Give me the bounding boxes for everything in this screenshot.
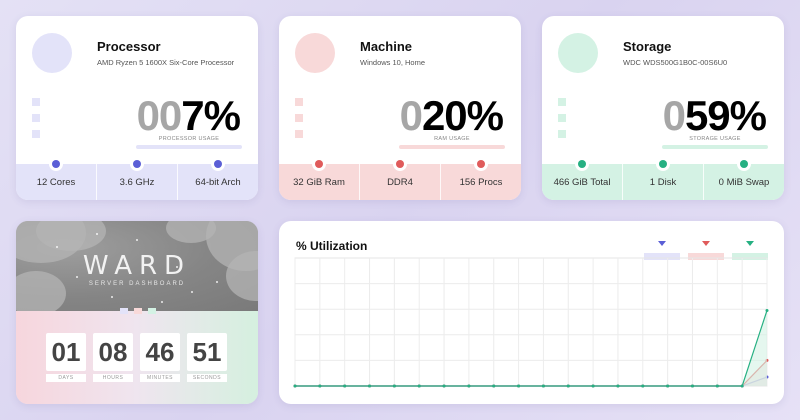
data-point-storage bbox=[318, 384, 322, 388]
data-point-storage bbox=[765, 308, 769, 312]
processor-header: Processor AMD Ryzen 5 1600X Six-Core Pro… bbox=[32, 33, 234, 73]
series-line-machine bbox=[295, 359, 768, 387]
machine-title: Machine bbox=[360, 39, 413, 54]
data-point-storage bbox=[343, 384, 347, 388]
data-point-storage bbox=[392, 384, 396, 388]
processor-footer-item: 12 Cores bbox=[16, 157, 96, 200]
data-point-storage bbox=[517, 384, 521, 388]
ward-logo-subtitle: SERVER DASHBOARD bbox=[88, 281, 186, 287]
series-line-storage bbox=[295, 310, 768, 387]
storage-footer-item: 1 Disk bbox=[622, 157, 703, 200]
processor-footer: 12 Cores 3.6 GHz 64-bit Arch bbox=[16, 157, 258, 200]
processor-footer-item: 64-bit Arch bbox=[177, 157, 258, 200]
machine-usage-bar bbox=[399, 145, 505, 149]
data-point-storage bbox=[442, 384, 446, 388]
processor-footer-item: 3.6 GHz bbox=[96, 157, 177, 200]
series-line-processor bbox=[295, 376, 768, 387]
data-point-storage bbox=[368, 384, 372, 388]
machine-header: Machine Windows 10, Home bbox=[295, 33, 425, 73]
legend-storage[interactable] bbox=[732, 233, 768, 260]
triangle-down-icon bbox=[658, 241, 666, 246]
timer-hours: 08 HOURS bbox=[93, 333, 133, 382]
timer-minutes: 46 MINUTES bbox=[140, 333, 180, 382]
storage-footer-item: 0 MiB Swap bbox=[703, 157, 784, 200]
machine-usage-label: RAM USAGE bbox=[434, 136, 470, 142]
data-point-storage bbox=[641, 384, 645, 388]
storage-dots bbox=[558, 98, 566, 146]
machine-footer-item: 32 GiB Ram bbox=[279, 157, 359, 200]
processor-dots bbox=[32, 98, 40, 146]
storage-usage-value: 059% bbox=[662, 92, 767, 139]
machine-dots bbox=[295, 98, 303, 146]
triangle-down-icon bbox=[746, 241, 754, 246]
data-point-storage bbox=[715, 384, 719, 388]
data-point-storage bbox=[293, 384, 297, 388]
processor-title: Processor bbox=[97, 39, 161, 54]
machine-subtitle: Windows 10, Home bbox=[360, 58, 426, 67]
ward-color-marks bbox=[120, 308, 162, 314]
ward-card: WARD SERVER DASHBOARD 01 DAYS 08 HOURS 4… bbox=[16, 221, 258, 404]
processor-usage-label: PROCESSOR USAGE bbox=[158, 136, 220, 142]
uptime-timer: 01 DAYS 08 HOURS 46 MINUTES 51 SECONDS bbox=[46, 333, 234, 382]
ward-banner: WARD SERVER DASHBOARD bbox=[16, 221, 258, 311]
machine-footer: 32 GiB Ram DDR4 156 Procs bbox=[279, 157, 521, 200]
storage-usage-label: STORAGE USAGE bbox=[689, 136, 741, 142]
data-point-storage bbox=[566, 384, 570, 388]
utilization-card: % Utilization bbox=[279, 221, 784, 404]
data-point-storage bbox=[467, 384, 471, 388]
processor-icon bbox=[32, 33, 72, 73]
data-point-storage bbox=[541, 384, 545, 388]
storage-header: Storage WDC WDS500G1B0C-00S6U0 bbox=[558, 33, 727, 73]
data-point-storage bbox=[740, 384, 744, 388]
utilization-chart bbox=[293, 257, 769, 388]
storage-footer-item: 466 GiB Total bbox=[542, 157, 622, 200]
ward-logo-title: WARD bbox=[82, 251, 192, 281]
machine-card: Machine Windows 10, Home 020% RAM USAGE … bbox=[279, 16, 521, 200]
legend-processor[interactable] bbox=[644, 233, 680, 260]
data-point-storage bbox=[492, 384, 496, 388]
legend-machine[interactable] bbox=[688, 233, 724, 260]
storage-subtitle: WDC WDS500G1B0C-00S6U0 bbox=[623, 58, 728, 67]
machine-icon bbox=[295, 33, 335, 73]
timer-days: 01 DAYS bbox=[46, 333, 86, 382]
data-point-storage bbox=[591, 384, 595, 388]
machine-footer-item: DDR4 bbox=[359, 157, 440, 200]
chart-legend bbox=[636, 233, 768, 260]
machine-footer-item: 156 Procs bbox=[440, 157, 521, 200]
processor-card: Processor AMD Ryzen 5 1600X Six-Core Pro… bbox=[16, 16, 258, 200]
storage-usage-bar bbox=[662, 145, 768, 149]
processor-usage-value: 007% bbox=[136, 92, 241, 139]
storage-title: Storage bbox=[623, 39, 672, 54]
utilization-title: % Utilization bbox=[296, 239, 368, 253]
data-point-storage bbox=[690, 384, 694, 388]
processor-subtitle: AMD Ryzen 5 1600X Six-Core Processor bbox=[97, 58, 235, 67]
storage-card: Storage WDC WDS500G1B0C-00S6U0 059% STOR… bbox=[542, 16, 784, 200]
storage-icon bbox=[558, 33, 598, 73]
triangle-down-icon bbox=[702, 241, 710, 246]
data-point-storage bbox=[616, 384, 620, 388]
data-point-storage bbox=[417, 384, 421, 388]
machine-usage-value: 020% bbox=[399, 92, 504, 139]
chart-frame bbox=[294, 257, 768, 387]
data-point-storage bbox=[666, 384, 670, 388]
timer-seconds: 51 SECONDS bbox=[187, 333, 227, 382]
storage-footer: 466 GiB Total 1 Disk 0 MiB Swap bbox=[542, 157, 784, 200]
processor-usage-bar bbox=[136, 145, 242, 149]
